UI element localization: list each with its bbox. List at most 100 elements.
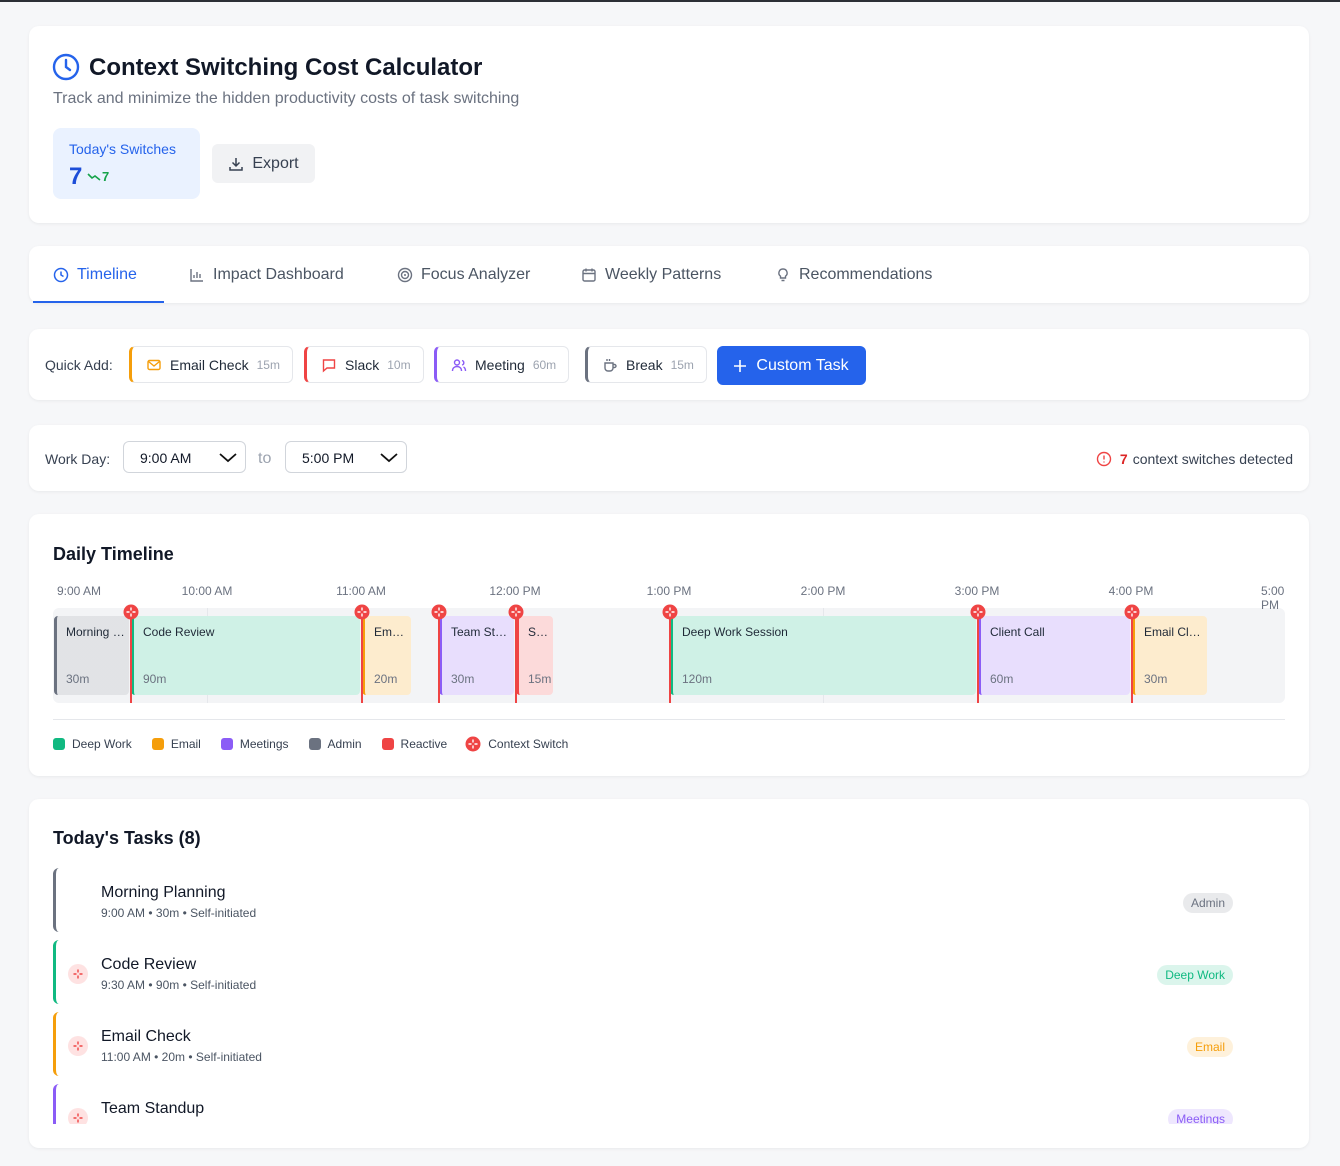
timeline-block[interactable]: Team Standup 30m bbox=[439, 616, 514, 695]
timeline-block[interactable]: Email Check 20m bbox=[362, 616, 412, 695]
chip-name: Break bbox=[626, 356, 663, 373]
stat-label: Today's Switches bbox=[69, 141, 176, 157]
hour-label: 1:00 PM bbox=[646, 584, 692, 598]
custom-task-label: Custom Task bbox=[756, 356, 849, 374]
tab[interactable]: Timeline bbox=[53, 246, 137, 303]
tab-icon bbox=[397, 267, 413, 283]
legend-label: Admin bbox=[327, 737, 362, 751]
timeline-card: Daily Timeline Morning Planning 30m Code R… bbox=[29, 514, 1309, 776]
tab[interactable]: Impact Dashboard bbox=[189, 246, 344, 303]
legend-label: Meetings bbox=[239, 737, 289, 751]
switch-marker bbox=[1124, 604, 1140, 620]
export-button[interactable]: Export bbox=[212, 144, 315, 183]
timeline-block[interactable]: Morning Planning 30m bbox=[54, 616, 129, 695]
legend-item: Reactive bbox=[381, 736, 448, 752]
switch-line bbox=[130, 608, 132, 703]
chevron bbox=[380, 453, 398, 463]
legend-swatch bbox=[220, 738, 233, 750]
legend-item: Deep Work bbox=[53, 736, 132, 752]
chip-duration: 10m bbox=[387, 357, 411, 372]
hour-label: 3:00 PM bbox=[954, 584, 1000, 598]
tab[interactable]: Recommendations bbox=[775, 246, 932, 303]
block-duration: 120m bbox=[682, 672, 713, 686]
quick-add-chip[interactable]: Email Check 15m bbox=[129, 346, 293, 383]
timeline-block[interactable]: Deep Work Session 120m bbox=[670, 616, 976, 695]
legend-label: Reactive bbox=[400, 737, 448, 751]
chip-name: Meeting bbox=[475, 356, 525, 373]
switch-marker bbox=[508, 604, 524, 620]
workday-card: Work Day: 9:00 AM to 5:00 PM 7 context s… bbox=[29, 425, 1309, 491]
chip-duration: 15m bbox=[670, 357, 694, 372]
legend-switch-icon bbox=[465, 736, 481, 752]
timeline-block[interactable]: Client Call 60m bbox=[978, 616, 1130, 695]
switch-marker bbox=[123, 604, 139, 620]
hour-label: 10:00 AM bbox=[181, 584, 233, 598]
task-list: Morning Planning 9:00 AM • 30m • Self-ini… bbox=[29, 868, 1309, 1124]
task-row[interactable]: Email Check 11:00 AM • 20m • Self-initiat… bbox=[53, 1012, 1233, 1076]
tab[interactable]: Weekly Patterns bbox=[581, 246, 721, 303]
workday-label: Work Day: bbox=[45, 451, 111, 467]
category-badge: Email bbox=[1186, 1037, 1233, 1057]
hour-label: 12:00 PM bbox=[489, 584, 541, 598]
divider bbox=[53, 719, 1285, 720]
switch-line bbox=[438, 608, 440, 703]
quick-add-chip[interactable]: Meeting 60m bbox=[434, 346, 570, 383]
quick-add-chip[interactable]: Slack 10m bbox=[304, 346, 424, 383]
switch-marker bbox=[662, 604, 678, 620]
tasks-card: Today's Tasks (8) Morning Planning 9:00 A… bbox=[29, 799, 1309, 1148]
legend-label: Email bbox=[170, 737, 201, 751]
stat-box: Today's Switches 7 7 bbox=[53, 128, 200, 199]
category-badge: Meetings bbox=[1168, 1109, 1233, 1124]
block-label: Deep Work Session bbox=[682, 625, 788, 639]
start-time: 9:00 AM bbox=[140, 450, 192, 466]
switch-marker bbox=[431, 604, 447, 620]
tab[interactable]: Focus Analyzer bbox=[397, 246, 530, 303]
task-row[interactable]: Code Review 9:30 AM • 90m • Self-initiate… bbox=[53, 940, 1233, 1004]
legend-item: Admin bbox=[308, 736, 362, 752]
timeline-block[interactable]: Slack 15m bbox=[516, 616, 553, 695]
task-meta: 11:30 AM • 30m • External bbox=[101, 1122, 240, 1124]
task-row[interactable]: Team Standup 11:30 AM • 30m • External Mee… bbox=[53, 1084, 1233, 1124]
quick-add-chip[interactable]: Break 15m bbox=[585, 346, 707, 383]
block-label: Client Call bbox=[990, 625, 1045, 639]
header-card: Context Switching Cost Calculator Track … bbox=[29, 26, 1309, 223]
task-name: Code Review bbox=[101, 956, 197, 973]
block-duration: 90m bbox=[143, 672, 167, 686]
block-label: Slack bbox=[528, 625, 549, 639]
switch-line bbox=[361, 608, 363, 703]
switch-line bbox=[669, 608, 671, 703]
tab-label: Impact Dashboard bbox=[213, 265, 344, 283]
legend-item: Email bbox=[151, 736, 201, 752]
block-duration: 30m bbox=[66, 672, 90, 686]
switch-icon bbox=[68, 1108, 88, 1124]
quick-add-card: Quick Add: Custom Task Email Check 15m Sla… bbox=[29, 329, 1309, 400]
timeline-track: Morning Planning 30m Code Review 90m Email C… bbox=[53, 604, 1285, 703]
task-meta: 9:00 AM • 30m • Self-initiated bbox=[101, 906, 257, 920]
tabs-card: Timeline Impact Dashboard Focus Analyzer We… bbox=[29, 246, 1309, 303]
export-label: Export bbox=[252, 154, 299, 172]
timeline-block[interactable]: Email Cleanup 30m bbox=[1132, 616, 1207, 695]
block-label: Email Cleanup bbox=[1144, 625, 1203, 639]
switch-marker bbox=[354, 604, 370, 620]
task-meta: 9:30 AM • 90m • Self-initiated bbox=[101, 978, 257, 992]
category-badge: Admin bbox=[1182, 893, 1233, 913]
switch-icon bbox=[68, 964, 88, 984]
alert-icon bbox=[1096, 451, 1112, 467]
chip-name: Slack bbox=[345, 356, 380, 373]
end-select[interactable]: 5:00 PM bbox=[285, 441, 407, 473]
chip-icon bbox=[321, 357, 337, 373]
stat-value: 7 bbox=[69, 163, 83, 190]
chip-duration: 60m bbox=[532, 357, 557, 372]
task-name: Team Standup bbox=[101, 1100, 205, 1117]
legend-item: Context Switch bbox=[465, 736, 568, 752]
block-duration: 20m bbox=[374, 672, 398, 686]
block-label: Code Review bbox=[143, 625, 215, 639]
chevron bbox=[219, 453, 237, 463]
start-select[interactable]: 9:00 AM bbox=[123, 441, 246, 473]
task-meta: 11:00 AM • 20m • Self-initiated bbox=[101, 1050, 262, 1064]
timeline-block[interactable]: Code Review 90m bbox=[131, 616, 360, 695]
block-duration: 15m bbox=[528, 672, 552, 686]
custom-task-button[interactable]: Custom Task bbox=[717, 346, 866, 385]
task-row[interactable]: Morning Planning 9:00 AM • 30m • Self-ini… bbox=[53, 868, 1233, 932]
